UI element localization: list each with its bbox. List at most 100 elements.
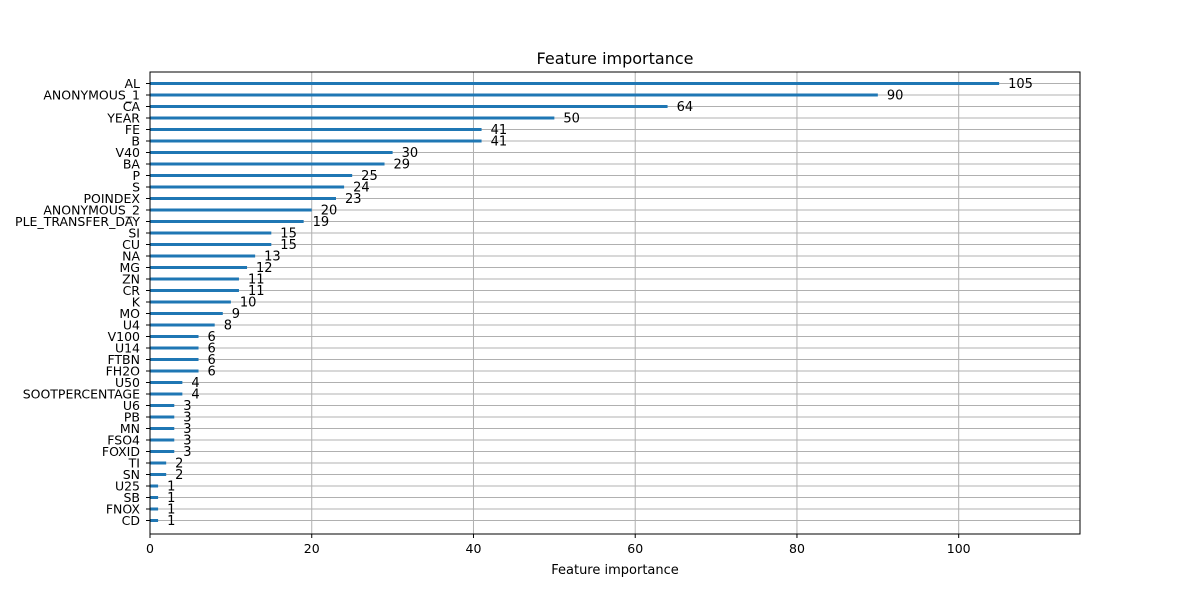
data-label: 1 [167,491,175,506]
y-tick-label: ANONYMOUS_2 [43,203,140,218]
bar [150,438,175,442]
data-labels: 1059064504141302925242320191515131211111… [167,77,1033,529]
bar [150,415,175,419]
data-label: 10 [240,296,257,311]
y-tick-label: FE [125,122,140,137]
data-label: 6 [208,365,216,380]
bar [150,392,183,396]
y-tick-label: AL [124,76,140,91]
bar [150,335,199,338]
y-tick-label: CR [123,283,141,298]
y-tick-label: CU [122,237,140,252]
bar [150,289,239,292]
data-label: 13 [264,250,281,265]
data-label: 19 [313,215,330,230]
data-label: 41 [491,135,508,150]
y-tick-label: CA [123,99,141,114]
data-label: 3 [183,434,191,449]
y-tick-label: ZN [122,272,140,287]
bar [150,162,385,166]
y-tick-label: CD [122,513,140,528]
bar [150,105,668,108]
bar [150,519,159,522]
y-tick-label: MO [119,306,140,321]
data-label: 3 [183,445,191,460]
y-tick-label: MG [120,260,140,275]
x-axis-label: Feature importance [551,563,679,578]
bar [150,473,167,476]
bar [150,277,239,281]
y-tick-label: U25 [115,479,140,494]
y-tick-label: FTBN [107,352,140,367]
x-tick-label: 100 [947,541,971,556]
bar [150,369,199,373]
bar [150,427,175,430]
y-tick-label: SI [128,226,140,241]
y-tick-label: TI [128,456,140,471]
bar [150,346,199,350]
y-tick-label: S [132,180,140,195]
x-tick-label: 80 [789,541,805,556]
x-tick-labels: 0 20 40 60 80 100 [146,534,971,556]
bar [150,254,256,258]
y-tick-label: NA [122,249,140,264]
bar [150,381,183,384]
data-label: 11 [248,284,265,299]
x-tick-label: 40 [466,541,482,556]
data-label: 64 [677,100,694,115]
y-tick-labels: ALANONYMOUS_1CAYEARFEBV40BAPSPOINDEXANON… [15,76,150,528]
data-label: 1 [167,503,175,518]
y-tick-label: SB [123,490,140,505]
y-tick-label: U4 [123,318,140,333]
bar [150,93,878,97]
data-label: 23 [345,192,362,207]
y-tick-label: PB [124,410,140,425]
data-label: 9 [232,307,240,322]
bar [150,82,1000,85]
data-label: 30 [402,146,419,161]
y-tick-label: SN [123,467,140,482]
bar [150,358,199,361]
data-label: 3 [183,411,191,426]
y-tick-label: V100 [108,329,140,344]
y-tick-label: YEAR [106,111,140,126]
chart-title: Feature importance [537,49,694,68]
data-label: 8 [224,319,232,334]
y-tick-label: POINDEX [83,191,140,206]
x-tick-label: 0 [146,541,154,556]
y-tick-label: ANONYMOUS_1 [43,88,140,103]
bar [150,300,231,304]
data-label: 11 [248,273,265,288]
y-tick-label: U50 [115,375,140,390]
data-label: 12 [256,261,273,276]
y-tick-label: FSO4 [107,433,140,448]
y-tick-label: U14 [115,341,140,356]
bar [150,496,159,499]
data-label: 2 [175,457,183,472]
bars [150,82,1000,522]
data-label: 6 [208,330,216,345]
data-label: 29 [394,158,411,173]
data-label: 4 [191,388,199,403]
data-label: 15 [280,227,297,242]
bar [150,484,159,488]
bar [150,507,159,511]
bar [150,197,336,200]
data-label: 105 [1008,77,1033,92]
bar [150,266,248,269]
data-label: 25 [361,169,378,184]
y-tick-label: BA [123,157,141,172]
bar [150,139,482,143]
data-label: 2 [175,468,183,483]
y-tick-label: B [131,134,140,149]
bar [150,220,304,223]
data-label: 90 [887,89,904,104]
y-tick-label: V40 [116,145,141,160]
plot-frame [149,71,1081,535]
y-tick-label: FH2O [106,364,141,379]
y-tick-label: FOXID [102,444,140,459]
bar [150,461,167,465]
bar [150,116,555,120]
